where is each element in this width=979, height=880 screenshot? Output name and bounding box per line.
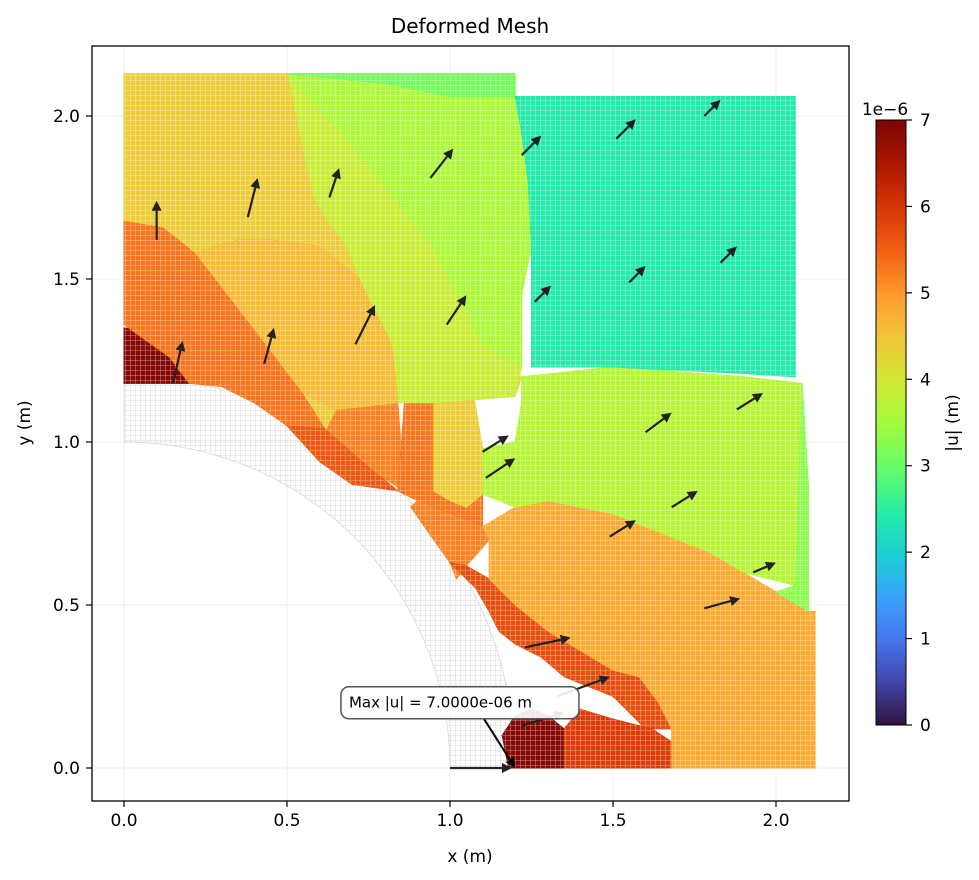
colorbar-scale-label: 1e−6 (862, 100, 908, 120)
mesh-region-gridlines (776, 383, 809, 612)
annotation-arrowhead (505, 756, 516, 768)
x-axis-label: x (m) (447, 847, 492, 867)
y-tick-label: 2.0 (53, 107, 80, 127)
displacement-arrow (644, 412, 672, 434)
mesh-region-gridlines (564, 709, 672, 768)
displacement-arrow (752, 561, 776, 574)
x-tick-label: 0.5 (273, 811, 300, 831)
x-tick-label: 2.0 (762, 811, 789, 831)
x-tick-label: 1.0 (436, 811, 463, 831)
colorbar-tick-label: 6 (920, 197, 931, 217)
annotation-box (340, 686, 580, 720)
colorbar: 0 1 2 3 4 5 6 7 1e−6 |u| (m) (862, 100, 963, 736)
annotation-text: Max |u| = 7.0000e-06 m (349, 693, 532, 711)
mesh-region-gridlines (124, 220, 327, 429)
displacement-arrow (485, 458, 516, 479)
displacement-arrow (609, 520, 636, 538)
displacement-arrow (445, 295, 467, 326)
mesh-region-gridlines (450, 562, 672, 729)
displacement-arrow (615, 119, 636, 140)
displacement-arrow (736, 393, 763, 411)
displacement-arrow (533, 285, 552, 303)
mesh-region-gridlines (287, 73, 522, 403)
plot-frame (91, 45, 850, 802)
y-axis: 0.0 0.5 1.0 1.5 2.0 (53, 107, 92, 779)
x-tick-label: 0.0 (110, 811, 137, 831)
displacement-arrow (482, 435, 509, 453)
displacement-arrow (628, 265, 646, 284)
mesh-region-gridlines (326, 402, 405, 491)
x-tick-label: 1.5 (599, 811, 626, 831)
max-annotation: Max |u| = 7.0000e-06 m (340, 686, 580, 768)
mesh-region-gridlines (287, 73, 516, 97)
y-tick-label: 0.5 (53, 596, 80, 616)
colorbar-label: |u| (m) (943, 394, 963, 451)
colorbar-tick-label: 3 (920, 457, 931, 477)
displacement-arrow (703, 596, 741, 610)
colorbar-bar (875, 119, 907, 726)
mesh-region-gridlines (482, 367, 803, 586)
annotation-pointer (483, 718, 511, 761)
displacement-arrow (703, 99, 721, 117)
colorbar-ticks: 0 1 2 3 4 5 6 7 (906, 111, 931, 736)
colorbar-tick-label: 1 (920, 630, 931, 650)
chart-title: Deformed Mesh (391, 14, 549, 38)
mesh-region-gridlines (287, 73, 532, 368)
x-axis: 0.0 0.5 1.0 1.5 2.0 (110, 801, 790, 831)
mesh-region-gridlines (397, 402, 483, 527)
mesh-region-gridlines (515, 96, 796, 377)
colorbar-tick-label: 7 (920, 111, 931, 131)
deformed-mesh-regions (123, 71, 816, 769)
displacement-arrow (719, 246, 737, 264)
mesh-region-gridlines (433, 370, 522, 508)
colorbar-tick-label: 5 (920, 284, 931, 304)
y-axis-label: y (m) (15, 400, 35, 445)
displacement-arrow (429, 148, 454, 179)
displacement-arrow (171, 340, 186, 384)
mesh-region-gridlines (287, 425, 398, 491)
mesh-region-gridlines (410, 500, 490, 579)
displacement-arrow (328, 168, 341, 198)
displacement-arrow (450, 763, 512, 773)
displacement-arrow (671, 490, 698, 509)
y-tick-label: 1.0 (53, 433, 80, 453)
mesh-region-gridlines (124, 327, 196, 384)
displacement-arrow (524, 634, 571, 649)
mesh-region-gridlines (502, 709, 565, 768)
displacement-arrow (246, 177, 261, 218)
displacement-arrow (263, 327, 277, 365)
y-tick-label: 1.5 (53, 270, 80, 290)
colorbar-tick-label: 2 (920, 543, 931, 563)
displacement-arrow (354, 305, 376, 345)
displacement-arrow (520, 135, 542, 156)
y-tick-label: 0.0 (53, 759, 80, 779)
mesh-region-gridlines (482, 500, 816, 768)
displacement-arrow (151, 200, 162, 240)
colorbar-tick-label: 0 (920, 716, 931, 736)
mesh-region-gridlines (195, 239, 398, 410)
colorbar-tick-label: 4 (920, 370, 931, 390)
displacement-arrows (151, 99, 776, 773)
